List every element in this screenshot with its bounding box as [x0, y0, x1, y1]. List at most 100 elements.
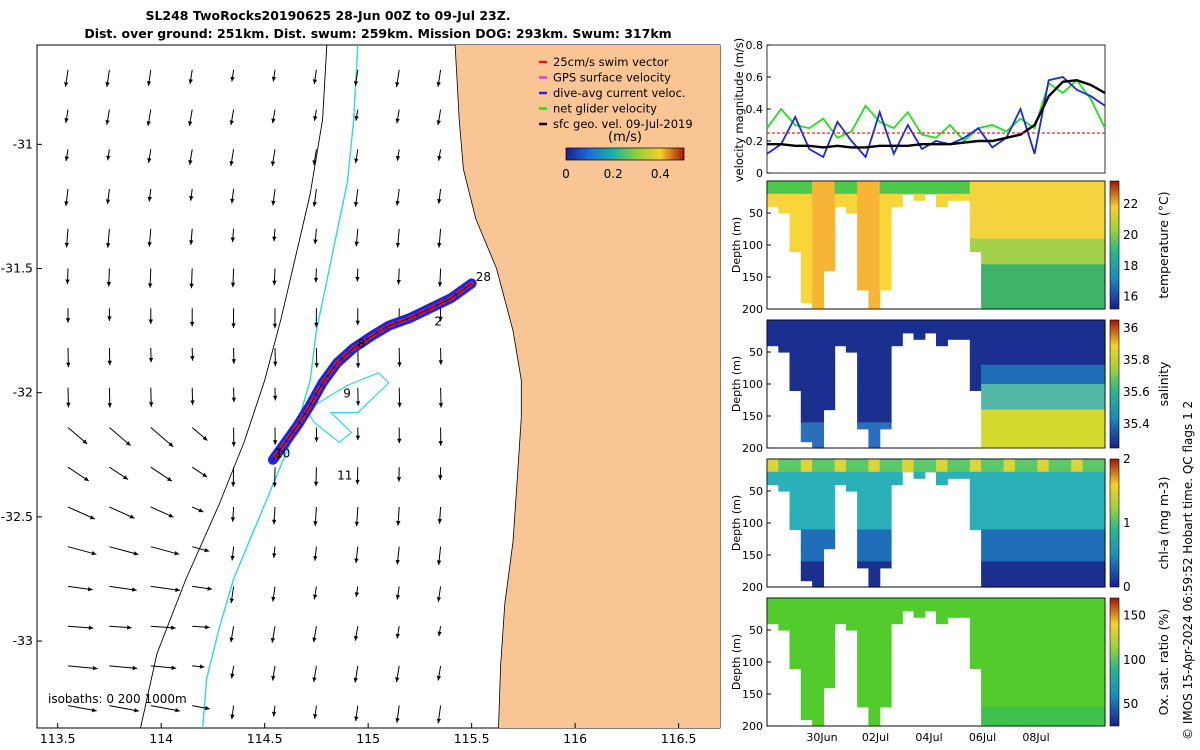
temperature-section-cell: [868, 206, 881, 214]
oxygen-section-cell: [1071, 674, 1084, 682]
chla-section-cell: [1048, 529, 1061, 537]
salinity-section-cell: [1037, 352, 1050, 359]
temperature-section-cell: [1082, 270, 1095, 278]
chla-section-cell: [879, 471, 892, 479]
chla-section-cell: [992, 529, 1005, 537]
oxygen-section-cell: [1093, 674, 1106, 682]
salinity-section-cell: [1037, 332, 1050, 340]
salinity-section-cell: [1026, 339, 1038, 347]
current-vector-head-26: [312, 160, 317, 165]
chla-section-cell: [1082, 561, 1095, 569]
salinity-section-cell: [868, 377, 881, 385]
oxygen-section-cell: [1093, 687, 1106, 695]
chla-section-cbar-label: chl-a (mg m-3): [1156, 477, 1171, 570]
temperature-section-cell: [767, 193, 779, 201]
salinity-section-cell: [857, 332, 869, 340]
oxygen-section-cell: [1037, 700, 1050, 708]
salinity-section-cell: [800, 416, 813, 423]
salinity-section-cell: [789, 384, 802, 391]
map-colorbar-tick-1: 0.2: [604, 167, 623, 181]
salinity-section-cell: [812, 441, 824, 449]
chla-section-cell: [800, 497, 813, 505]
chla-section-cell: [812, 561, 824, 569]
map-colorbar-tick-2: 0.4: [651, 167, 670, 181]
salinity-section-cell: [879, 371, 892, 379]
oxygen-section-cell: [868, 706, 881, 714]
salinity-section-cell: [1014, 326, 1027, 334]
temperature-section-cell: [857, 270, 869, 278]
salinity-section-cell: [834, 339, 847, 347]
chla-section-cell: [1014, 471, 1027, 479]
chla-section-cell: [969, 491, 982, 498]
salinity-section-cell: [1059, 345, 1072, 353]
oxygen-section-cell: [981, 649, 993, 657]
temperature-section-cell: [1082, 206, 1095, 214]
oxygen-section-cell: [1037, 630, 1050, 637]
salinity-section-cell: [823, 364, 836, 372]
chla-section-cell: [868, 516, 881, 524]
oxygen-section-cell: [1014, 623, 1027, 631]
salinity-section-cell: [800, 384, 813, 391]
chla-section-cell: [800, 535, 813, 543]
salinity-section-cell: [868, 384, 881, 391]
oxygen-section-cell: [857, 610, 869, 618]
chla-section-cell: [789, 465, 802, 473]
chla-section-cell: [1037, 503, 1050, 511]
temperature-section-cell: [1071, 219, 1084, 227]
legend-label-4: sfc geo. vel. 09-Jul-2019: [553, 117, 693, 131]
current-vector-head-132: [175, 587, 180, 592]
temperature-section-cell: [823, 232, 836, 240]
salinity-section-cell: [857, 364, 869, 372]
chla-section-cell: [1048, 555, 1061, 562]
current-vector-head-114: [230, 517, 236, 522]
salinity-section-cell: [812, 345, 824, 353]
temperature-section-cell: [857, 193, 869, 201]
temperature-section-cell: [1059, 238, 1072, 246]
chla-section-cell: [1003, 561, 1016, 569]
temperature-section-cell: [789, 213, 802, 220]
chla-section-cell: [1082, 542, 1095, 550]
oxygen-section-cell: [1059, 604, 1072, 612]
current-vector-150: [67, 665, 98, 670]
oxygen-section-cell: [969, 598, 982, 605]
oxygen-section-cell: [1093, 630, 1106, 637]
temperature-section-cell: [1093, 187, 1106, 195]
oxygen-section-cell: [1059, 713, 1072, 721]
temperature-section-cell: [1026, 296, 1038, 304]
oxygen-section-cell: [1014, 674, 1027, 682]
oxygen-section-cell: [1014, 687, 1027, 695]
oxygen-section-cell: [800, 700, 813, 708]
oxygen-section-cell: [1026, 706, 1038, 714]
legend-label-3: net glider velocity: [553, 102, 657, 116]
chla-section-cell: [1003, 555, 1016, 562]
oxygen-section-cell: [969, 623, 982, 631]
oxygen-section-cell: [767, 610, 779, 618]
oxygen-section-cell: [969, 642, 982, 650]
salinity-section-cell: [857, 326, 869, 334]
salinity-section-cell: [1048, 396, 1061, 404]
map-xtick-label-5: 116: [563, 731, 587, 746]
salinity-section-cell: [1037, 326, 1050, 334]
chla-section-cell: [879, 459, 892, 466]
chla-section-cell: [992, 497, 1005, 505]
temperature-section-cell: [1037, 213, 1050, 220]
oxygen-section-cell: [823, 674, 836, 682]
temperature-section-cell: [812, 296, 824, 304]
salinity-section-cell: [1048, 320, 1061, 327]
oxygen-section-cell: [778, 623, 791, 631]
chla-section-cell: [857, 561, 869, 569]
oxygen-section-cell: [981, 681, 993, 689]
salinity-section-cell: [1037, 428, 1050, 436]
current-vector-head-72: [148, 357, 154, 363]
oxygen-section-cell: [936, 598, 948, 605]
oxygen-section-cell: [1026, 623, 1038, 631]
chla-section-cell: [823, 503, 836, 511]
chla-section-cell: [812, 535, 824, 543]
current-vector-head-34: [230, 198, 235, 204]
temperature-section-cell: [857, 219, 869, 227]
temperature-section-cell: [1037, 187, 1050, 195]
oxygen-section-cell: [1014, 700, 1027, 708]
chla-section-cell: [1071, 471, 1084, 479]
salinity-section-cell: [1071, 396, 1084, 404]
